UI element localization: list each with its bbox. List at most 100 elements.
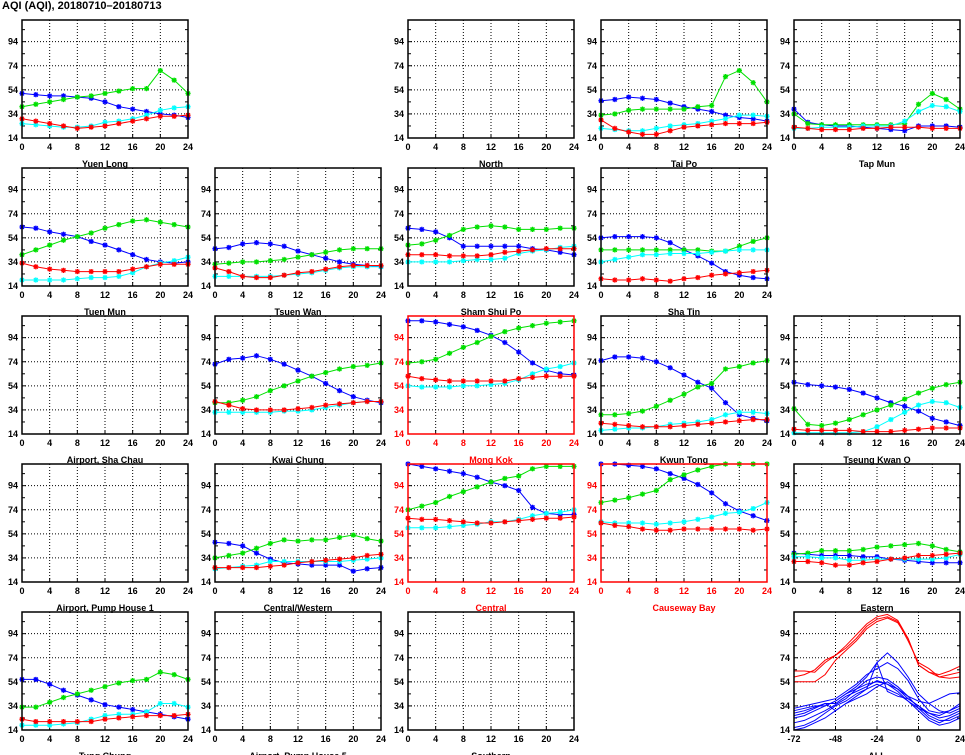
x-tick-label: 8: [75, 142, 80, 152]
data-point-marker: [929, 425, 935, 431]
data-point-marker: [736, 67, 742, 74]
data-point-marker: [874, 395, 880, 401]
y-tick-label: 54: [587, 529, 597, 539]
data-point-marker: [267, 274, 273, 281]
data-point-marker: [281, 361, 287, 367]
data-point-marker: [33, 264, 39, 270]
panel-tseung-kwan-o: 0 4 8 12 16 20 24 14 34 54 74 94 Tseung Kwan O: [780, 315, 965, 465]
data-point-marker: [667, 247, 673, 253]
data-point-marker: [143, 264, 150, 270]
data-point-marker: [419, 318, 425, 324]
data-point-marker: [226, 409, 232, 415]
x-tick-label: 12: [679, 142, 689, 152]
y-tick-label: 14: [394, 725, 404, 735]
x-tick-label: 16: [128, 586, 138, 596]
data-point-marker: [653, 424, 659, 430]
data-point-marker: [47, 93, 53, 99]
data-point-marker: [171, 113, 177, 119]
series-red: [405, 373, 577, 384]
data-point-marker: [736, 247, 742, 253]
data-point-marker: [819, 548, 825, 554]
data-point-marker: [943, 400, 949, 406]
data-point-marker: [639, 128, 646, 134]
x-tick-label: 4: [433, 142, 438, 152]
data-point-marker: [102, 225, 108, 231]
data-point-marker: [350, 262, 356, 269]
data-point-marker: [364, 556, 370, 562]
data-point-marker: [516, 248, 522, 254]
y-tick-label: 94: [394, 37, 404, 47]
x-tick-label: 20: [155, 586, 165, 596]
data-point-marker: [460, 489, 466, 495]
x-tick-label: 20: [734, 290, 744, 300]
data-point-marker: [102, 242, 108, 248]
data-point-marker: [695, 467, 701, 473]
data-point-marker: [88, 124, 94, 130]
data-point-marker: [336, 366, 343, 372]
y-tick-label: 14: [587, 133, 597, 143]
data-point-marker: [309, 373, 315, 379]
station-label: Causeway Bay: [652, 603, 715, 613]
data-point-marker: [171, 77, 177, 83]
x-tick-label: 0: [212, 734, 217, 744]
data-point-marker: [350, 394, 356, 400]
series-line-red: [793, 616, 961, 678]
x-tick-label: 24: [376, 586, 386, 596]
data-point-marker: [116, 88, 122, 94]
data-point-marker: [116, 273, 122, 279]
data-point-marker: [33, 101, 39, 107]
x-tick-label: 8: [654, 438, 659, 448]
x-tick-label: 24: [569, 290, 579, 300]
data-point-marker: [460, 243, 466, 249]
data-point-marker: [819, 422, 825, 429]
data-point-marker: [557, 249, 563, 255]
x-tick-label: 8: [75, 734, 80, 744]
data-point-marker: [295, 270, 301, 276]
data-point-marker: [543, 226, 549, 233]
data-point-marker: [805, 550, 811, 556]
x-tick-label: 12: [486, 290, 496, 300]
data-point-marker: [102, 268, 108, 275]
data-point-marker: [929, 415, 935, 421]
y-tick-label: 54: [8, 85, 18, 95]
data-point-marker: [116, 704, 122, 710]
data-point-marker: [171, 105, 177, 111]
x-tick-label: 24: [955, 734, 965, 744]
x-tick-label: 8: [268, 290, 273, 300]
data-point-marker: [240, 397, 246, 403]
data-point-marker: [488, 520, 494, 526]
data-point-marker: [143, 116, 150, 122]
data-point-marker: [667, 278, 673, 284]
data-point-marker: [736, 112, 742, 118]
y-tick-label: 14: [780, 429, 790, 439]
y-tick-label: 74: [780, 653, 790, 663]
y-tick-label: 14: [587, 577, 597, 587]
data-point-marker: [240, 550, 246, 556]
x-tick-label: 24: [569, 438, 579, 448]
data-point-marker: [929, 125, 935, 131]
data-point-marker: [130, 106, 136, 112]
data-point-marker: [74, 276, 80, 282]
station-label: Tap Mun: [859, 159, 895, 169]
y-tick-label: 94: [394, 629, 404, 639]
data-point-marker: [350, 363, 356, 370]
data-point-marker: [626, 277, 632, 283]
y-tick-label: 54: [394, 233, 404, 243]
series-line-green: [407, 320, 575, 364]
data-point-marker: [419, 359, 425, 365]
y-tick-label: 74: [394, 357, 404, 367]
data-point-marker: [653, 277, 659, 283]
data-point-marker: [681, 276, 687, 282]
y-tick-label: 54: [8, 233, 18, 243]
x-tick-label: 12: [679, 290, 689, 300]
y-tick-label: 34: [780, 553, 790, 563]
data-point-marker: [874, 428, 880, 435]
y-tick-label: 34: [780, 701, 790, 711]
data-point-marker: [915, 390, 922, 396]
data-point-marker: [612, 354, 618, 360]
data-point-marker: [60, 277, 67, 283]
data-point-marker: [557, 373, 563, 379]
data-point-marker: [116, 711, 122, 717]
x-tick-label: 20: [734, 438, 744, 448]
x-tick-label: 24: [376, 734, 386, 744]
